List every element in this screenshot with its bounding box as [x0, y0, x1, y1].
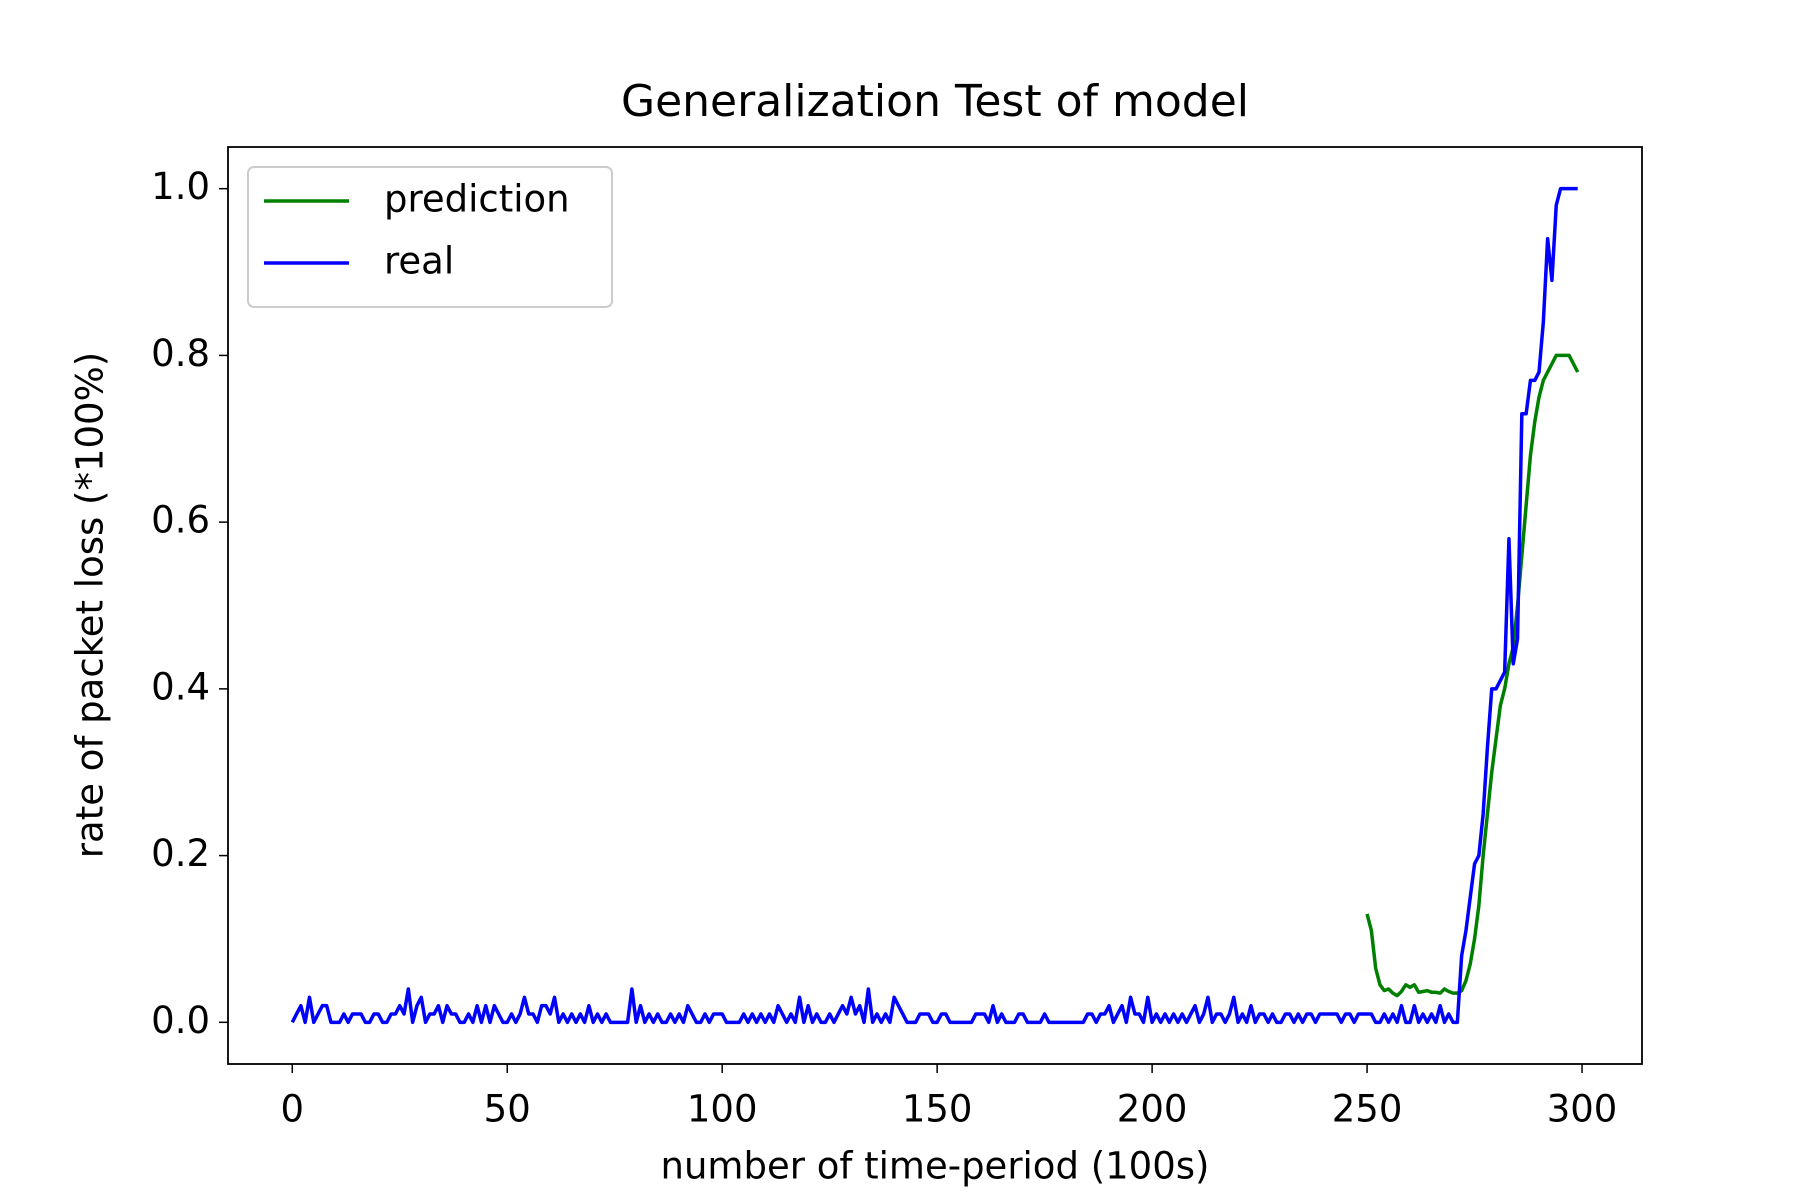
plot-frame	[227, 146, 1643, 1065]
x-tick-label: 200	[1117, 1088, 1188, 1131]
x-tick-label: 250	[1332, 1088, 1403, 1131]
x-tick-label: 150	[902, 1088, 973, 1131]
y-axis-label: rate of packet loss (*100%)	[69, 352, 112, 858]
y-tick-label: 0.4	[151, 665, 210, 708]
chart-title: Generalization Test of model	[621, 76, 1249, 127]
x-tick-label: 50	[484, 1088, 531, 1131]
x-tick-label: 0	[280, 1088, 304, 1131]
y-tick-label: 0.8	[151, 332, 210, 375]
y-tick-label: 0.0	[151, 999, 210, 1042]
y-tick-label: 1.0	[151, 165, 210, 208]
line-series	[290, 186, 1578, 1025]
legend-label: prediction	[384, 178, 570, 221]
y-tick-label: 0.6	[151, 499, 210, 542]
legend-label: real	[384, 240, 454, 283]
line-series	[1365, 353, 1580, 998]
x-tick-label: 300	[1547, 1088, 1618, 1131]
y-tick-label: 0.2	[151, 832, 210, 875]
x-axis-label: number of time-period (100s)	[661, 1145, 1210, 1188]
x-tick-label: 100	[687, 1088, 758, 1131]
